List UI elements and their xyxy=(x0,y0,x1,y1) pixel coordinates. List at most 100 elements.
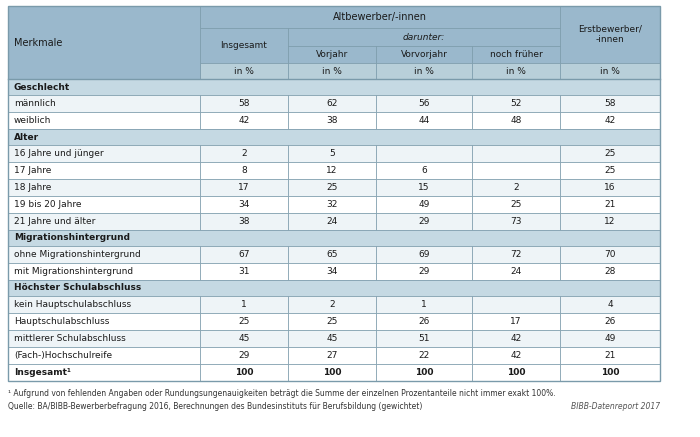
Bar xyxy=(560,364,660,381)
Bar xyxy=(8,6,660,381)
Bar xyxy=(288,179,376,196)
Bar xyxy=(376,213,472,230)
Bar xyxy=(472,213,560,230)
Text: in %: in % xyxy=(600,66,620,76)
Bar xyxy=(472,95,560,112)
Text: in %: in % xyxy=(234,66,254,76)
Text: Höchster Schulabschluss: Höchster Schulabschluss xyxy=(14,284,141,292)
Bar xyxy=(8,196,200,213)
Text: 25: 25 xyxy=(604,149,616,158)
Bar xyxy=(200,179,288,196)
Text: 38: 38 xyxy=(326,116,337,125)
Bar xyxy=(200,296,288,313)
Bar xyxy=(200,95,288,112)
Bar xyxy=(288,112,376,129)
Text: 100: 100 xyxy=(601,368,620,377)
Bar xyxy=(560,112,660,129)
Text: 24: 24 xyxy=(510,267,522,276)
Bar xyxy=(376,263,472,280)
Text: Vorjahr: Vorjahr xyxy=(316,50,348,59)
Text: 100: 100 xyxy=(234,368,253,377)
Bar xyxy=(288,296,376,313)
Bar xyxy=(376,330,472,347)
Bar xyxy=(472,347,560,364)
Text: Migrationshintergrund: Migrationshintergrund xyxy=(14,233,130,243)
Text: 67: 67 xyxy=(238,250,250,259)
Bar xyxy=(472,112,560,129)
Text: 25: 25 xyxy=(326,317,337,326)
Bar xyxy=(8,313,200,330)
Bar xyxy=(288,28,560,46)
Text: 34: 34 xyxy=(326,267,337,276)
Text: (Fach-)Hochschulreife: (Fach-)Hochschulreife xyxy=(14,351,112,360)
Text: 51: 51 xyxy=(419,334,430,343)
Bar xyxy=(376,46,472,63)
Bar xyxy=(8,6,200,79)
Text: 100: 100 xyxy=(323,368,342,377)
Text: ohne Migrationshintergrund: ohne Migrationshintergrund xyxy=(14,250,141,259)
Text: 12: 12 xyxy=(604,217,616,226)
Bar xyxy=(288,162,376,179)
Bar xyxy=(288,263,376,280)
Bar xyxy=(8,162,200,179)
Text: 56: 56 xyxy=(419,99,430,108)
Text: 5: 5 xyxy=(329,149,335,158)
Bar xyxy=(288,364,376,381)
Text: 2: 2 xyxy=(513,183,519,192)
Bar xyxy=(8,364,200,381)
Bar xyxy=(560,179,660,196)
Text: in %: in % xyxy=(322,66,342,76)
Bar xyxy=(472,145,560,162)
Bar xyxy=(376,196,472,213)
Bar xyxy=(560,95,660,112)
Bar xyxy=(376,246,472,263)
Text: 15: 15 xyxy=(419,183,430,192)
Text: ¹ Aufgrund von fehlenden Angaben oder Rundungsungenauigkeiten beträgt die Summe : ¹ Aufgrund von fehlenden Angaben oder Ru… xyxy=(8,389,556,398)
Bar xyxy=(200,364,288,381)
Text: Insgesamt¹: Insgesamt¹ xyxy=(14,368,71,377)
Text: 26: 26 xyxy=(604,317,616,326)
Bar xyxy=(8,213,200,230)
Bar xyxy=(288,196,376,213)
Bar xyxy=(200,112,288,129)
Bar xyxy=(472,364,560,381)
Text: 29: 29 xyxy=(419,217,430,226)
Text: mittlerer Schulabschluss: mittlerer Schulabschluss xyxy=(14,334,126,343)
Bar xyxy=(8,280,660,296)
Bar xyxy=(288,63,376,79)
Bar xyxy=(8,230,660,246)
Text: 49: 49 xyxy=(419,200,430,209)
Bar xyxy=(8,246,200,263)
Text: Quelle: BA/BIBB-Bewerberbefragung 2016, Berechnungen des Bundesinstituts für Ber: Quelle: BA/BIBB-Bewerberbefragung 2016, … xyxy=(8,402,422,411)
Text: Insgesamt: Insgesamt xyxy=(220,41,267,50)
Text: 34: 34 xyxy=(238,200,250,209)
Text: 69: 69 xyxy=(419,250,430,259)
Bar xyxy=(200,213,288,230)
Text: 21: 21 xyxy=(604,200,616,209)
Text: kein Hauptschulabschluss: kein Hauptschulabschluss xyxy=(14,300,131,309)
Bar xyxy=(560,347,660,364)
Bar xyxy=(472,162,560,179)
Bar xyxy=(376,364,472,381)
Text: 52: 52 xyxy=(510,99,522,108)
Text: 18 Jahre: 18 Jahre xyxy=(14,183,51,192)
Text: 42: 42 xyxy=(510,351,522,360)
Text: Vorvorjahr: Vorvorjahr xyxy=(400,50,447,59)
Bar xyxy=(200,263,288,280)
Bar xyxy=(376,95,472,112)
Text: 58: 58 xyxy=(604,99,616,108)
Text: 17: 17 xyxy=(238,183,250,192)
Text: 73: 73 xyxy=(510,217,522,226)
Text: 29: 29 xyxy=(419,267,430,276)
Bar xyxy=(560,246,660,263)
Bar xyxy=(288,246,376,263)
Text: noch früher: noch früher xyxy=(489,50,542,59)
Text: 4: 4 xyxy=(607,300,612,309)
Bar xyxy=(200,6,560,28)
Text: 25: 25 xyxy=(326,183,337,192)
Bar xyxy=(200,28,288,63)
Text: 2: 2 xyxy=(329,300,335,309)
Bar xyxy=(8,112,200,129)
Text: männlich: männlich xyxy=(14,99,56,108)
Text: 19 bis 20 Jahre: 19 bis 20 Jahre xyxy=(14,200,81,209)
